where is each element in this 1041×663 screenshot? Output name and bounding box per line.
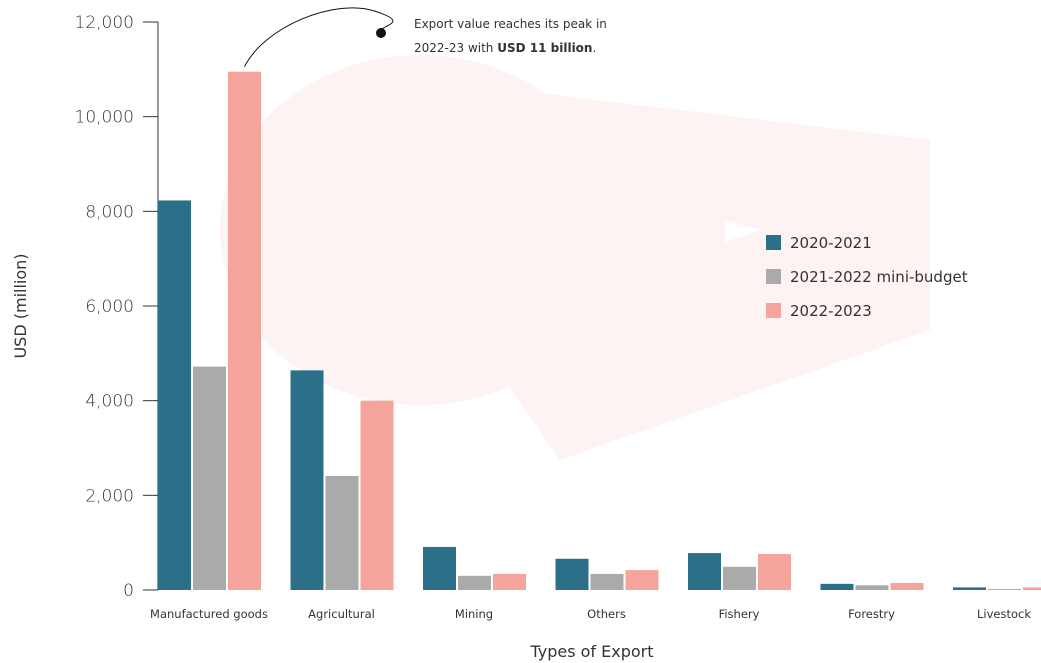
category-label: Agricultural: [308, 607, 375, 621]
bar: [423, 546, 456, 590]
category-label: Fishery: [719, 607, 760, 621]
bar: [458, 575, 491, 590]
bar: [228, 71, 261, 590]
annotation-line-1: Export value reaches its peak in: [414, 17, 607, 31]
x-axis-title: Types of Export: [529, 642, 653, 661]
bar: [820, 583, 854, 590]
legend-label: 2022-2023: [790, 302, 872, 320]
bar: [193, 366, 226, 590]
annotation-line-2-suffix: .: [592, 41, 596, 55]
y-tick-label: 4,000: [85, 392, 134, 412]
bar: [723, 566, 756, 590]
bar: [158, 200, 191, 591]
bar: [290, 370, 324, 590]
category-label: Others: [587, 607, 626, 621]
watermark-logo: [220, 55, 930, 460]
bar: [758, 554, 791, 590]
bar: [890, 582, 924, 590]
bar: [555, 558, 589, 590]
legend-swatch: [766, 303, 781, 318]
bars-group: [158, 71, 1041, 591]
y-tick-label: 0: [123, 581, 134, 601]
annotation-bold-value: USD 11 billion: [497, 41, 592, 55]
annotation-dot: [376, 28, 386, 38]
bar: [953, 587, 986, 590]
y-tick-label: 6,000: [85, 297, 134, 317]
peak-annotation: Export value reaches its peak in 2022-23…: [244, 7, 607, 67]
y-tick-label: 12,000: [75, 13, 134, 33]
annotation-curve: [244, 7, 394, 67]
bar: [590, 573, 624, 590]
category-label: Livestock: [977, 607, 1031, 621]
annotation-line-2-prefix: 2022-23 with: [414, 41, 497, 55]
y-tick-label: 8,000: [85, 202, 134, 222]
category-label: Forestry: [848, 607, 895, 621]
legend-swatch: [766, 235, 781, 250]
bar: [688, 553, 721, 590]
bar: [493, 573, 526, 590]
y-tick-label: 2,000: [85, 486, 134, 506]
category-label: Manufactured goods: [150, 607, 268, 621]
legend-label: 2021-2022 mini-budget: [790, 268, 968, 286]
bar: [325, 475, 359, 590]
bar: [625, 570, 659, 590]
y-ticks: 0 2,000 4,000 6,000 8,000 10,000 12,000: [75, 13, 158, 601]
annotation-line-2: 2022-23 with USD 11 billion.: [414, 41, 596, 55]
bar: [1023, 587, 1041, 590]
bar: [988, 589, 1021, 590]
y-axis-title: USD (million): [11, 253, 30, 358]
legend-label: 2020-2021: [790, 234, 872, 252]
legend-swatch: [766, 269, 781, 284]
legend: 2020-2021 2021-2022 mini-budget 2022-2023: [766, 234, 968, 320]
category-labels: Manufactured goods Agricultural Mining Othe…: [150, 607, 1031, 621]
category-label: Mining: [455, 607, 493, 621]
bar: [855, 585, 889, 590]
y-tick-label: 10,000: [75, 108, 134, 128]
bar: [360, 400, 394, 590]
